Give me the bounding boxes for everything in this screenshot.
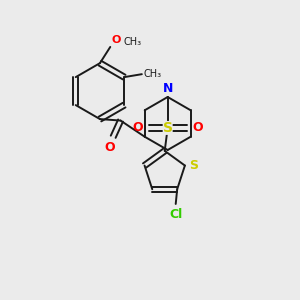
- Text: O: O: [112, 35, 121, 46]
- Text: Cl: Cl: [169, 208, 182, 221]
- Text: O: O: [192, 122, 203, 134]
- Text: N: N: [163, 82, 173, 94]
- Text: O: O: [133, 122, 143, 134]
- Text: CH₃: CH₃: [124, 37, 142, 46]
- Text: S: S: [163, 121, 173, 135]
- Text: CH₃: CH₃: [143, 69, 161, 79]
- Text: O: O: [104, 141, 115, 154]
- Text: S: S: [189, 159, 198, 172]
